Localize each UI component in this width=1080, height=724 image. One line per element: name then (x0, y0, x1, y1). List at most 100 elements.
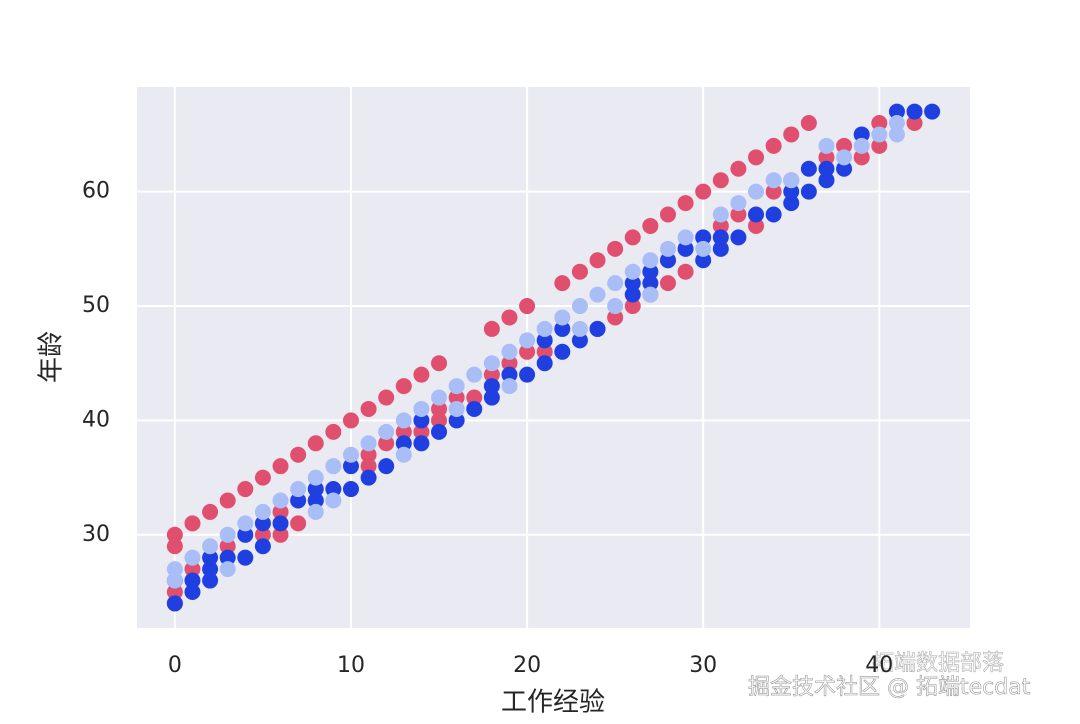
point (290, 492, 307, 509)
point (290, 446, 307, 463)
point (800, 115, 817, 132)
point (290, 515, 307, 532)
point (307, 481, 324, 498)
point (378, 423, 395, 440)
point (642, 275, 659, 292)
point (677, 229, 694, 246)
y-tick-label: 60 (82, 179, 110, 204)
point (659, 275, 676, 292)
point (695, 240, 712, 257)
point (431, 355, 448, 372)
point (677, 195, 694, 212)
point (624, 298, 641, 315)
point (748, 183, 765, 200)
point (448, 389, 465, 406)
point (836, 160, 853, 177)
point (254, 503, 271, 520)
point (395, 423, 412, 440)
point (360, 469, 377, 486)
point (783, 195, 800, 212)
point (184, 561, 201, 578)
point (219, 538, 236, 555)
point (730, 160, 747, 177)
point (431, 423, 448, 440)
point (554, 343, 571, 360)
point (818, 137, 835, 154)
point (184, 583, 201, 600)
point (272, 458, 289, 475)
point (272, 492, 289, 509)
point (272, 503, 289, 520)
point (888, 126, 905, 143)
point (783, 126, 800, 143)
point (219, 561, 236, 578)
point (677, 240, 694, 257)
point (254, 526, 271, 543)
point (519, 366, 536, 383)
point (202, 572, 219, 589)
point (519, 343, 536, 360)
point (431, 389, 448, 406)
point (166, 561, 183, 578)
point (818, 172, 835, 189)
point (712, 240, 729, 257)
point (659, 252, 676, 269)
point (360, 435, 377, 452)
point (607, 240, 624, 257)
point (571, 298, 588, 315)
point (748, 206, 765, 223)
point (448, 400, 465, 417)
point (483, 389, 500, 406)
x-tick-label: 0 (168, 653, 182, 678)
point (166, 526, 183, 543)
point (448, 378, 465, 395)
point (413, 412, 430, 429)
point (571, 320, 588, 337)
point (589, 286, 606, 303)
point (360, 400, 377, 417)
point (466, 389, 483, 406)
x-axis-label: 工作经验 (501, 688, 605, 718)
point (501, 378, 518, 395)
point (413, 435, 430, 452)
point (254, 515, 271, 532)
point (765, 206, 782, 223)
x-tick-label: 30 (689, 653, 717, 678)
point (307, 503, 324, 520)
point (730, 229, 747, 246)
point (237, 481, 254, 498)
point (325, 423, 342, 440)
point (906, 115, 923, 132)
y-tick-label: 40 (82, 407, 110, 432)
point (536, 320, 553, 337)
point (589, 252, 606, 269)
point (395, 446, 412, 463)
point (871, 126, 888, 143)
point (607, 298, 624, 315)
point (853, 126, 870, 143)
point (325, 481, 342, 498)
point (748, 149, 765, 166)
point (342, 458, 359, 475)
point (290, 481, 307, 498)
point (906, 103, 923, 120)
point (413, 400, 430, 417)
x-tick-label: 20 (513, 653, 541, 678)
y-axis-label: 年龄 (37, 331, 67, 383)
point (519, 332, 536, 349)
point (483, 320, 500, 337)
point (659, 206, 676, 223)
point (237, 515, 254, 532)
point (783, 183, 800, 200)
point (748, 217, 765, 234)
point (712, 172, 729, 189)
point (642, 263, 659, 280)
x-tick-label: 40 (865, 653, 893, 678)
point (677, 263, 694, 280)
point (765, 183, 782, 200)
point (202, 538, 219, 555)
point (642, 252, 659, 269)
point (342, 446, 359, 463)
